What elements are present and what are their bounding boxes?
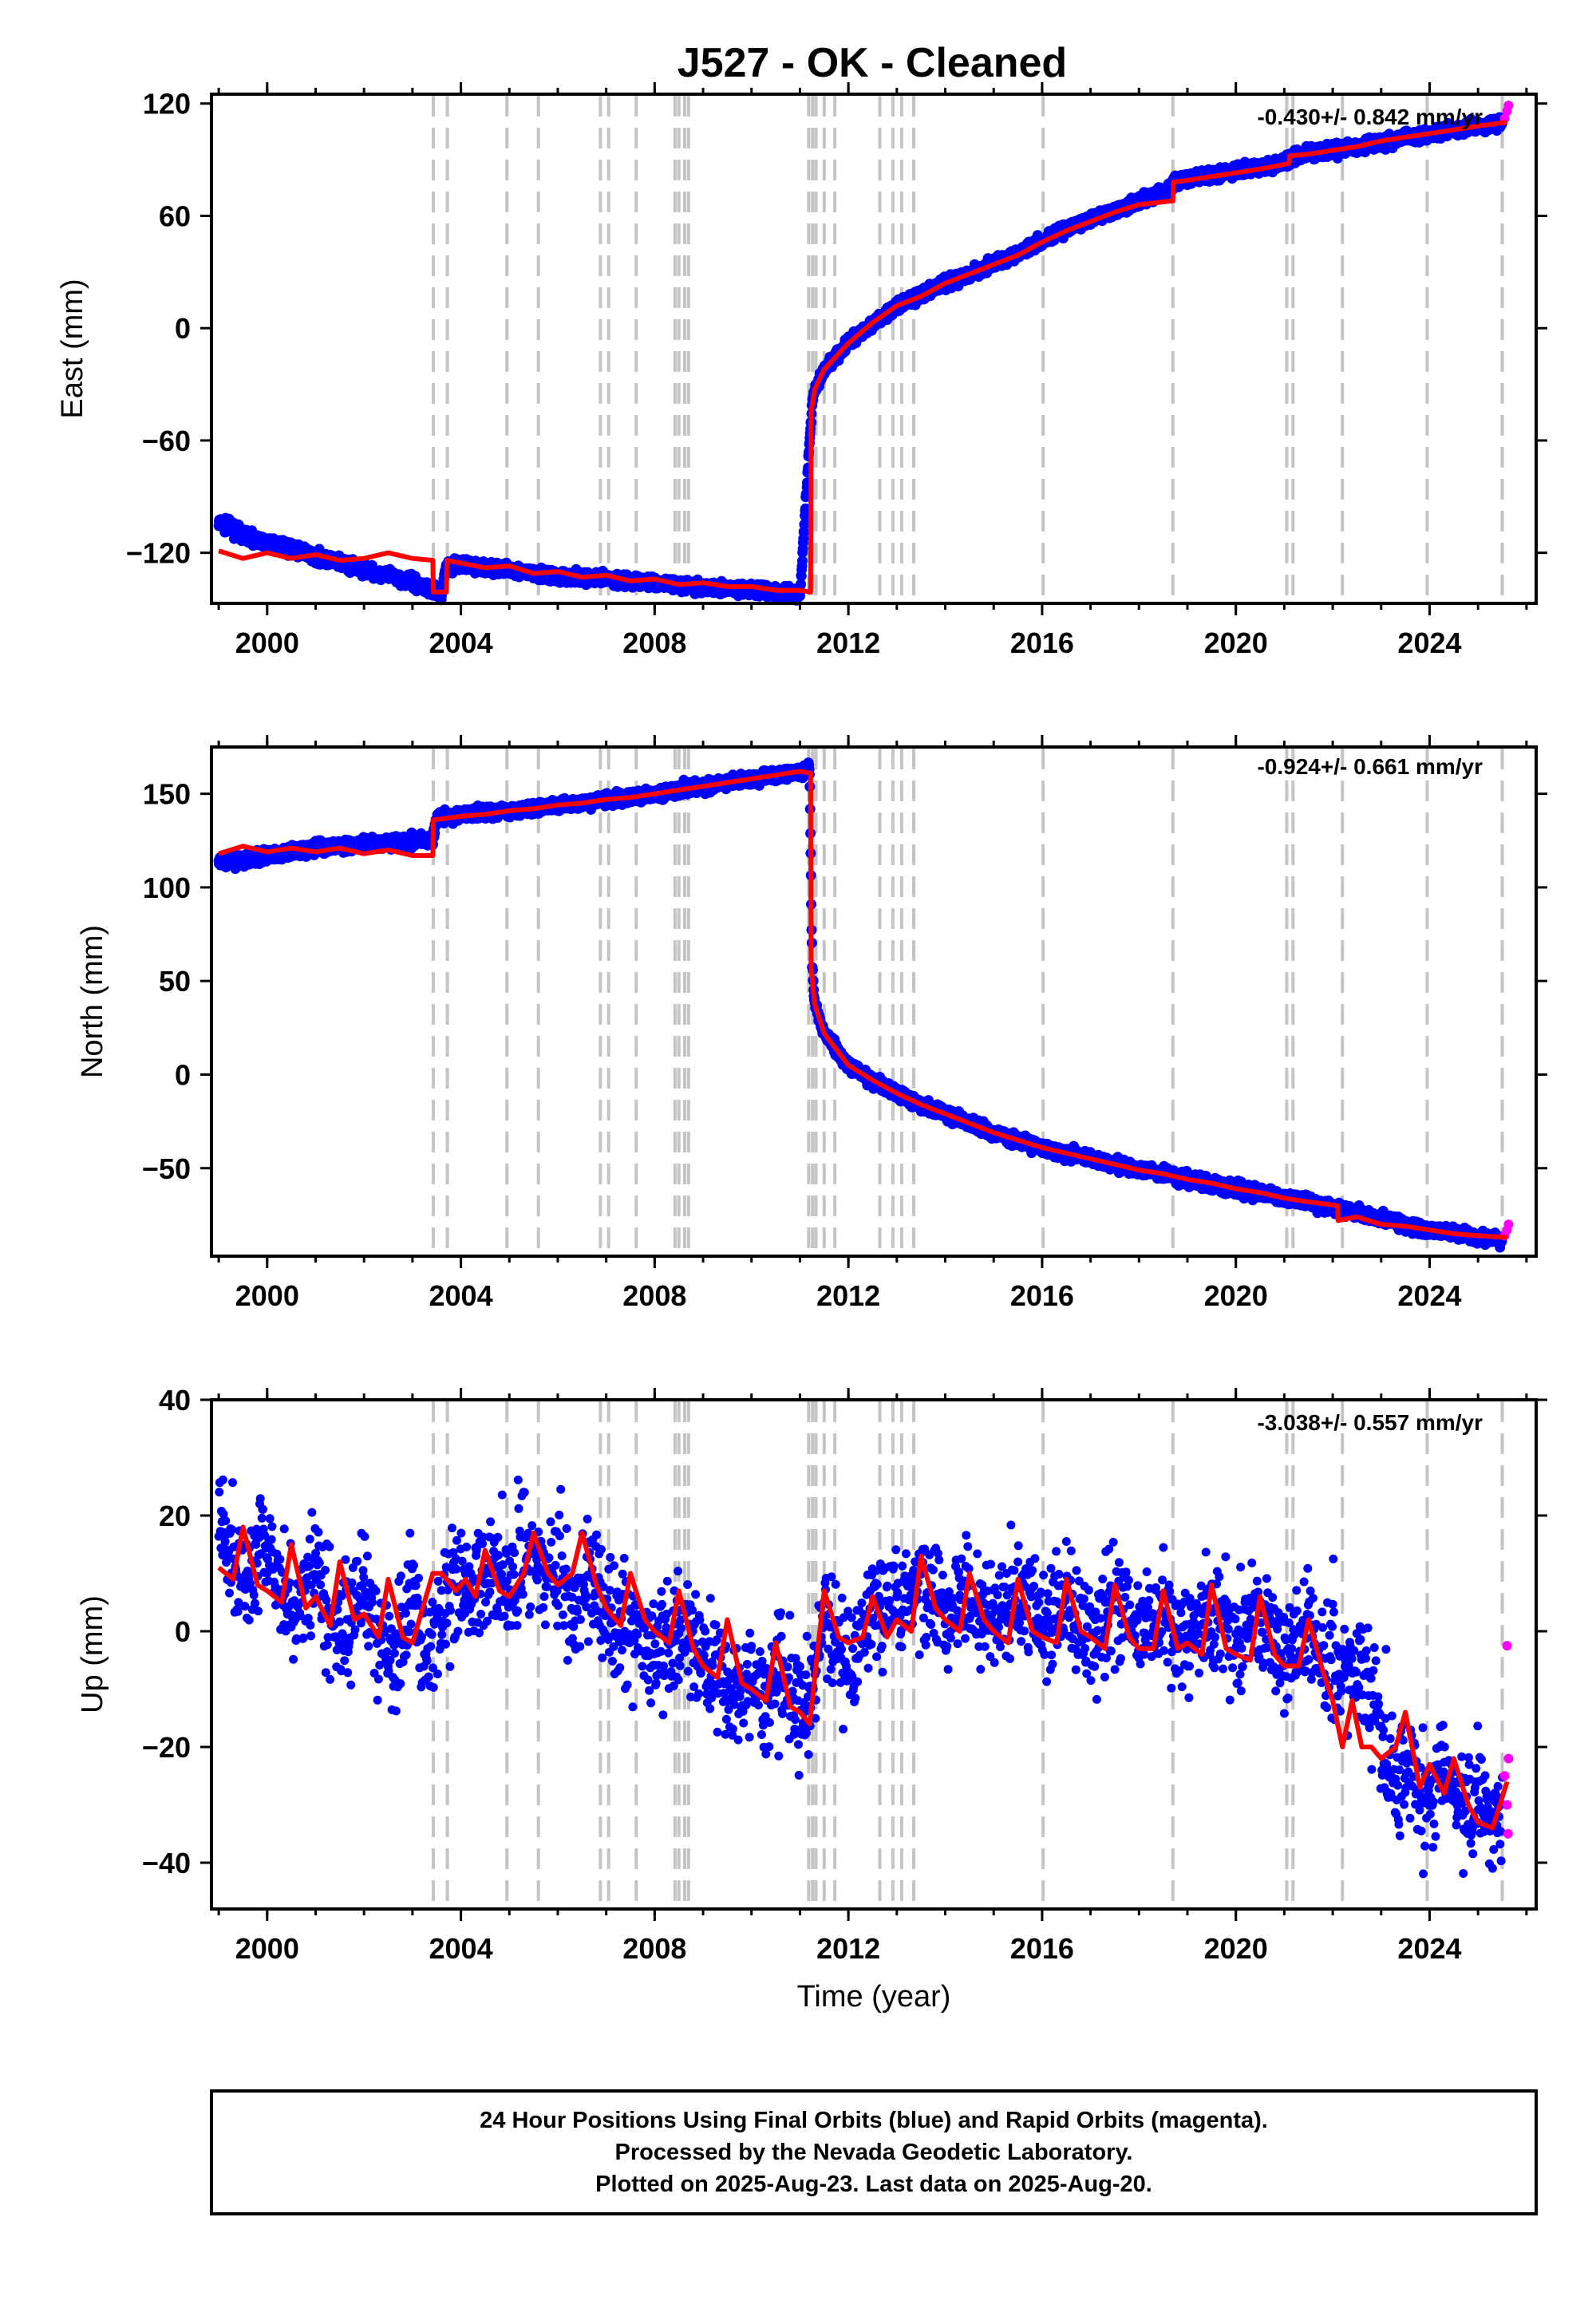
x-tick-label: 2008 [622,626,686,659]
y-tick-label: −60 [142,425,191,457]
y-tick-label: 0 [175,312,191,345]
x-tick-label: 2016 [1010,626,1074,659]
data-points [213,757,1514,1253]
x-tick-label: 2012 [816,626,880,659]
y-tick-label: 120 [143,88,191,121]
rapid-data-point [1503,101,1514,111]
event-lines [431,749,1504,1255]
model-path [218,120,1507,595]
x-tick-label: 2004 [429,626,493,659]
panel-east: −120 −60 0 60 120 2000 2004 2008 2012 2016 2020 20… [56,82,1547,659]
y-axis-label: East (mm) [56,279,89,418]
x-tick-label: 2024 [1397,626,1461,659]
x-tick-label: 2000 [235,626,299,659]
plot-frame [210,93,1538,605]
x-tick-label: 2020 [1204,626,1268,659]
data-points [213,101,1514,606]
velocity-rate-label: -0.430+/- 0.842 mm/yr [1257,105,1483,129]
chart-title: J527 - OK - Cleaned [678,40,1067,86]
event-lines [431,96,1504,602]
y-tick-label: 60 [159,200,191,232]
y-tick-label: −120 [126,537,191,570]
model-line [218,120,1507,595]
